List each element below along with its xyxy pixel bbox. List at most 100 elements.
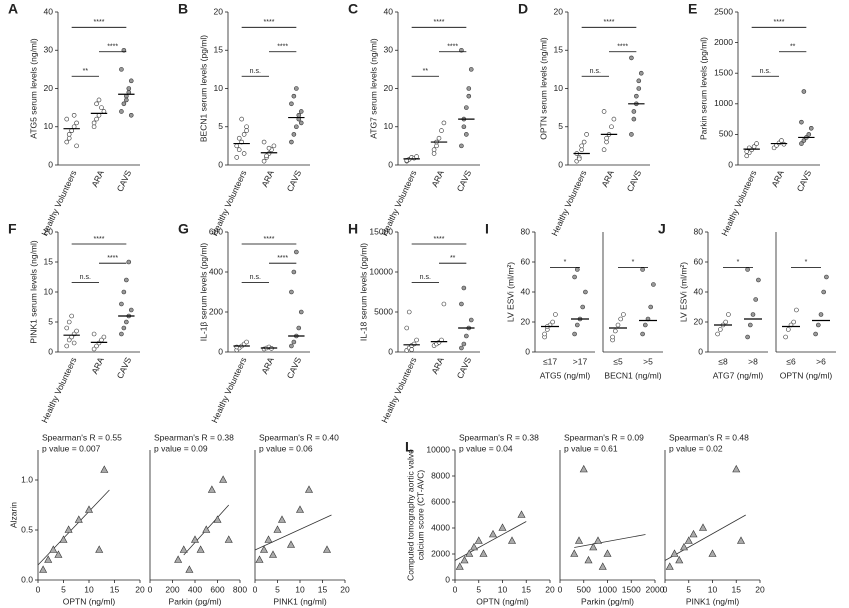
- x-tick-label: Healthy Volunteers: [549, 169, 588, 238]
- data-point: [801, 89, 807, 94]
- y-axis-label: OPTN serum levels (ng/ml): [538, 37, 548, 140]
- y-tick-label: 5: [48, 316, 53, 326]
- significance-label: ****: [277, 255, 288, 262]
- data-point: [542, 331, 547, 337]
- data-point: [126, 86, 132, 91]
- y-tick-label: 0: [388, 346, 393, 356]
- panel-letter: D: [518, 1, 528, 17]
- data-point: [289, 343, 294, 349]
- data-point: [96, 97, 102, 103]
- y-axis-label: ATG7 serum levels (ng/ml): [368, 38, 378, 139]
- data-point: [474, 536, 483, 544]
- data-point: [601, 147, 607, 152]
- y-axis-label: Alzarin: [8, 502, 18, 528]
- data-point: [291, 93, 297, 99]
- y-tick-label: 8000: [431, 470, 450, 480]
- data-point: [91, 124, 97, 130]
- data-point: [684, 536, 693, 544]
- data-point: [271, 143, 277, 149]
- x-tick-label: 0: [663, 584, 668, 594]
- y-tick-label: 2000: [714, 37, 733, 47]
- annotation: Spearman's R = 0.48: [669, 432, 749, 442]
- x-tick-label: ARA: [259, 355, 276, 375]
- data-point: [665, 562, 674, 570]
- data-point: [64, 116, 70, 122]
- data-point: [431, 147, 437, 152]
- y-tick-label: 200: [209, 306, 223, 316]
- data-point: [74, 120, 79, 126]
- y-axis-label: PINK1 serum levels (ng/ml): [28, 240, 38, 344]
- significance-label: n.s.: [760, 68, 771, 75]
- data-point: [612, 328, 618, 334]
- fit-line: [574, 534, 646, 548]
- x-tick-label: CAVS: [455, 168, 474, 193]
- x-axis-label: OPTN (ng/ml): [63, 596, 116, 606]
- data-point: [745, 267, 750, 272]
- significance-label: *: [564, 259, 567, 266]
- data-point: [121, 325, 127, 331]
- data-point: [244, 339, 249, 345]
- x-tick-label: 1500: [622, 584, 641, 594]
- y-tick-label: 5000: [374, 306, 393, 316]
- data-point: [744, 149, 750, 154]
- x-axis-label: PINK1 (ng/ml): [686, 596, 740, 606]
- data-point: [479, 549, 488, 557]
- data-point: [461, 285, 467, 291]
- data-point: [91, 331, 97, 337]
- data-point: [298, 309, 304, 315]
- data-point: [259, 545, 269, 553]
- x-tick-label: CAVS: [115, 355, 134, 380]
- data-point: [244, 128, 249, 133]
- annotation: Spearman's R = 0.09: [564, 432, 644, 442]
- fit-line: [254, 514, 332, 551]
- data-point: [572, 331, 577, 337]
- y-tick-label: 1.0: [21, 474, 33, 484]
- data-point: [791, 319, 797, 325]
- data-point: [64, 139, 70, 145]
- x-axis-label: PINK1 (ng/ml): [273, 596, 327, 606]
- x-tick-label: ARA: [89, 168, 106, 188]
- significance-label: n.s.: [80, 274, 91, 281]
- data-point: [99, 105, 104, 110]
- data-point: [101, 334, 107, 340]
- data-point: [584, 132, 589, 137]
- data-point: [266, 145, 272, 151]
- data-point: [124, 97, 129, 103]
- data-point: [651, 282, 656, 287]
- significance-label: *: [805, 259, 808, 266]
- data-point: [459, 301, 464, 307]
- data-point: [636, 78, 642, 84]
- data-point: [294, 124, 299, 130]
- y-tick-label: 0: [525, 346, 530, 356]
- x-tick-label: CAVS: [455, 355, 474, 380]
- x-tick-label: CAVS: [625, 168, 644, 193]
- y-tick-label: 0: [558, 159, 563, 169]
- x-tick-label: 20: [545, 584, 555, 594]
- data-point: [679, 542, 689, 551]
- y-tick-label: 20: [214, 6, 224, 16]
- x-tick-label: 15: [522, 584, 532, 594]
- data-point: [459, 143, 464, 149]
- data-point: [801, 138, 807, 143]
- y-tick-label: 20: [44, 226, 54, 236]
- y-axis-label: BECN1 serum levels (pg/ml): [198, 35, 208, 142]
- data-point: [268, 550, 278, 558]
- data-point: [66, 337, 72, 343]
- data-point: [732, 464, 741, 473]
- x-tick-label: Healthy Volunteers: [209, 356, 248, 425]
- y-tick-label: 20: [554, 6, 564, 16]
- y-tick-label: 10: [214, 83, 224, 93]
- x-tick-label: 200: [165, 584, 179, 594]
- data-point: [431, 151, 437, 156]
- data-point: [124, 319, 129, 325]
- y-tick-label: 10000: [369, 266, 393, 276]
- data-point: [468, 317, 474, 323]
- annotation: Spearman's R = 0.55: [42, 432, 122, 442]
- data-point: [698, 523, 708, 531]
- fit-line: [454, 521, 527, 561]
- significance-label: ****: [774, 19, 785, 26]
- data-point: [234, 143, 240, 149]
- x-axis-label: ATG7 (ng/ml): [713, 370, 764, 380]
- data-point: [322, 545, 332, 553]
- x-tick-label: 800: [233, 584, 247, 594]
